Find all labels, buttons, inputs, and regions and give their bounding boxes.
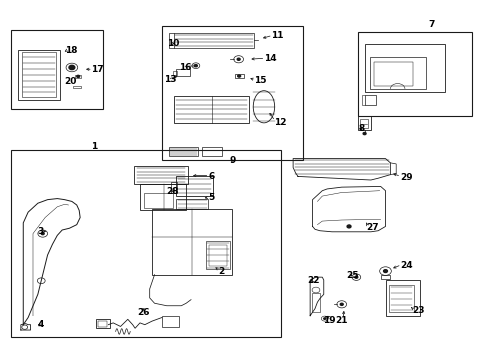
- Text: 28: 28: [166, 187, 179, 196]
- Bar: [134, 166, 187, 184]
- Bar: [209, 245, 226, 266]
- Text: 7: 7: [427, 20, 434, 29]
- Circle shape: [69, 65, 75, 69]
- Text: 9: 9: [229, 156, 235, 165]
- Bar: [73, 86, 81, 88]
- Text: 11: 11: [271, 31, 283, 40]
- Bar: [170, 182, 177, 193]
- Bar: [98, 321, 107, 327]
- Text: 8: 8: [358, 124, 364, 133]
- Bar: [172, 71, 177, 75]
- Bar: [11, 30, 103, 109]
- Bar: [174, 33, 254, 48]
- Bar: [140, 184, 186, 210]
- Circle shape: [363, 132, 366, 135]
- Bar: [143, 193, 173, 207]
- Bar: [365, 44, 445, 93]
- Bar: [152, 208, 232, 275]
- Text: 18: 18: [64, 46, 77, 55]
- Bar: [359, 119, 367, 128]
- Bar: [357, 116, 371, 130]
- Text: 1: 1: [90, 141, 97, 150]
- Circle shape: [383, 270, 386, 273]
- Circle shape: [340, 303, 343, 305]
- Bar: [75, 75, 81, 78]
- Circle shape: [77, 75, 80, 77]
- Text: 22: 22: [307, 276, 320, 285]
- Bar: [19, 50, 60, 100]
- Bar: [357, 32, 471, 116]
- Bar: [385, 280, 419, 316]
- Bar: [11, 150, 281, 337]
- Circle shape: [237, 58, 240, 60]
- Bar: [388, 285, 413, 312]
- Bar: [176, 176, 212, 196]
- Text: 12: 12: [273, 118, 285, 127]
- Circle shape: [354, 276, 357, 278]
- Text: 29: 29: [399, 173, 412, 182]
- Bar: [162, 26, 302, 160]
- Text: 10: 10: [166, 39, 179, 48]
- Text: 3: 3: [38, 227, 44, 236]
- Bar: [365, 95, 375, 105]
- Bar: [96, 319, 110, 328]
- Text: 13: 13: [164, 76, 176, 85]
- Bar: [205, 241, 229, 269]
- Bar: [311, 293, 320, 312]
- Bar: [176, 69, 190, 76]
- Text: 21: 21: [335, 315, 347, 324]
- Bar: [174, 96, 249, 123]
- Text: 23: 23: [411, 306, 424, 315]
- Text: 17: 17: [91, 66, 104, 75]
- Text: 20: 20: [64, 77, 77, 86]
- Text: 19: 19: [323, 315, 335, 324]
- Text: 2: 2: [217, 267, 224, 276]
- Text: 16: 16: [179, 63, 191, 72]
- Bar: [202, 147, 221, 156]
- Circle shape: [194, 64, 197, 67]
- Text: 27: 27: [366, 222, 378, 231]
- Text: 25: 25: [346, 271, 358, 280]
- Circle shape: [41, 233, 44, 235]
- Text: 5: 5: [207, 193, 214, 202]
- Text: 15: 15: [254, 76, 266, 85]
- Bar: [380, 275, 389, 279]
- Bar: [169, 147, 198, 156]
- Circle shape: [346, 225, 350, 228]
- Bar: [234, 74, 243, 78]
- Text: 24: 24: [399, 261, 412, 270]
- Bar: [373, 62, 412, 86]
- Bar: [369, 57, 425, 89]
- Bar: [22, 53, 56, 97]
- Circle shape: [323, 318, 325, 319]
- Text: 6: 6: [207, 172, 214, 181]
- Text: 14: 14: [264, 54, 276, 63]
- Text: 26: 26: [137, 308, 150, 317]
- Circle shape: [237, 75, 240, 77]
- Bar: [162, 316, 179, 327]
- Bar: [176, 199, 207, 208]
- Text: 4: 4: [38, 320, 44, 329]
